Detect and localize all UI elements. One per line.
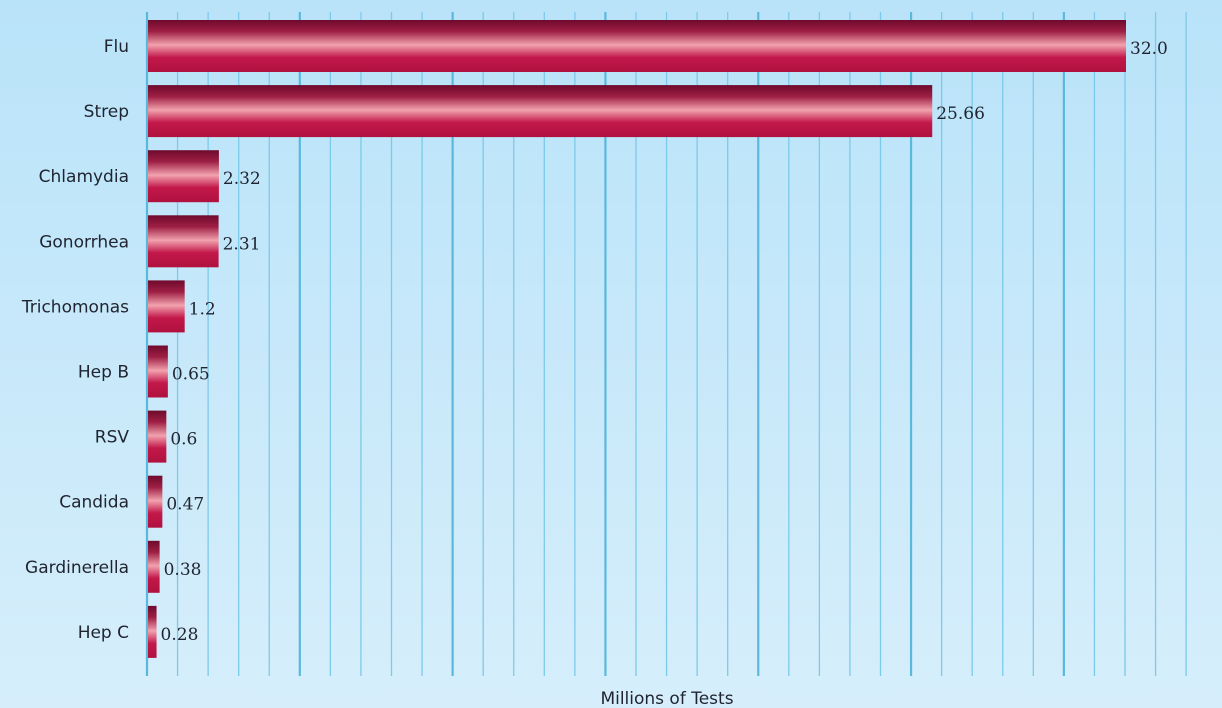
value-label: 0.28 [161, 625, 199, 645]
category-label: Chlamydia [39, 167, 129, 187]
category-label: Strep [84, 102, 129, 122]
value-label: 32.0 [1130, 39, 1168, 59]
value-label: 0.6 [170, 430, 197, 450]
category-label: Hep C [78, 623, 129, 643]
category-label: Gonorrhea [39, 232, 129, 252]
bar-gonorrhea [148, 215, 219, 268]
category-label: Trichomonas [21, 297, 129, 317]
bar-rsv [148, 410, 167, 463]
category-label: Gardinerella [25, 558, 129, 578]
value-label: 25.66 [936, 104, 985, 124]
bar-strep [148, 85, 933, 138]
value-label: 2.31 [223, 234, 261, 254]
category-label: Candida [59, 493, 129, 513]
bar-gardinerella [148, 540, 160, 593]
value-label: 0.38 [164, 560, 202, 580]
value-label: 0.47 [166, 495, 204, 515]
category-labels: Flu Strep Chlamydia Gonorrhea Trichomonas Hep… [21, 37, 130, 643]
bar-flu [148, 20, 1126, 72]
bar-hep-c [148, 605, 157, 658]
value-label: 0.65 [172, 365, 210, 385]
category-label: RSV [95, 428, 130, 448]
bar-trichomonas [148, 280, 185, 333]
bar-chlamydia [148, 150, 219, 203]
category-label: Hep B [78, 363, 129, 383]
value-labels: 32.0 25.66 2.32 2.31 1.2 0.65 0.6 0.47 0.38 0.28 [161, 39, 1168, 645]
bar-hep-b [148, 345, 168, 398]
bars [148, 20, 1126, 658]
value-label: 2.32 [223, 169, 261, 189]
category-label: Flu [104, 37, 129, 57]
bar-candida [148, 475, 163, 528]
value-label: 1.2 [189, 299, 216, 319]
x-axis-title: Millions of Tests [600, 689, 733, 708]
